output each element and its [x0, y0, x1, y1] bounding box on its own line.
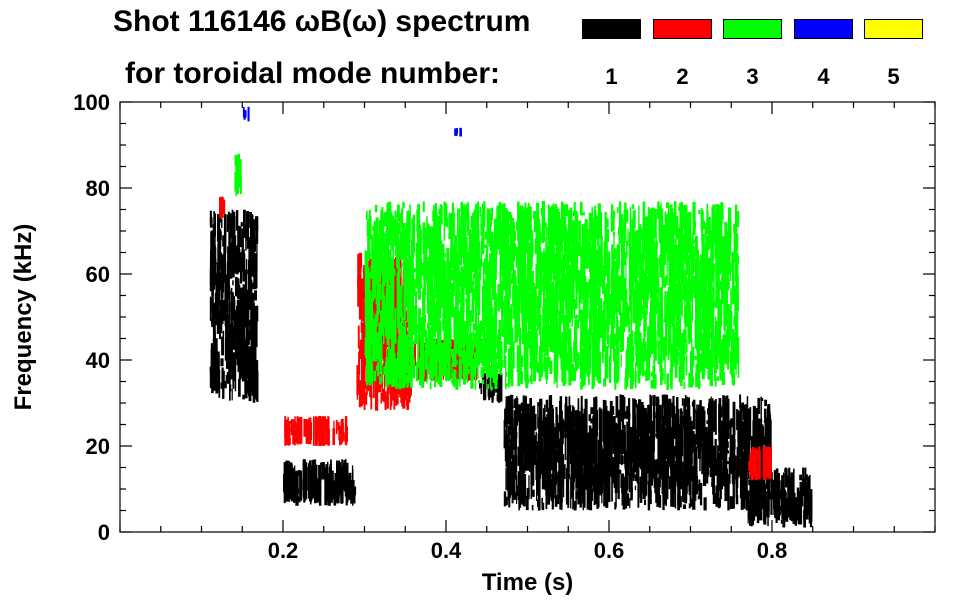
x-axis-title: Time (s)	[482, 569, 574, 596]
mode-4-region-1	[242, 106, 250, 122]
legend-label-mode-1: 1	[605, 64, 618, 89]
x-tick-label: 0.8	[757, 538, 788, 563]
mode-2-region-1	[219, 196, 226, 218]
mode-1-region-5	[747, 467, 813, 528]
y-tick-label: 100	[73, 90, 110, 115]
mode-2-region-5	[748, 446, 772, 481]
legend-swatch-mode-1	[582, 19, 641, 39]
y-tick-label: 60	[86, 262, 110, 287]
y-tick-label: 80	[86, 176, 110, 201]
mode-1-region-2	[283, 459, 357, 506]
mode-4-region-2	[454, 127, 462, 137]
legend-label-mode-2: 2	[676, 64, 689, 89]
mode-1-region-4	[503, 394, 772, 511]
x-tick-label: 0.4	[431, 538, 462, 563]
legend-swatch-mode-3	[723, 19, 782, 39]
legend-label-mode-4: 4	[817, 64, 830, 89]
mode-3-region-1	[234, 153, 242, 197]
mode-2-region-2	[284, 415, 348, 446]
legend-heading: for toroidal mode number:	[125, 57, 500, 90]
legend-swatch-mode-5	[864, 19, 923, 39]
legend-label-mode-5: 5	[887, 64, 900, 89]
chart-title: Shot 116146 ωB(ω) spectrum	[113, 5, 531, 38]
legend-swatch-mode-2	[653, 19, 712, 39]
y-tick-label: 40	[86, 348, 110, 373]
y-tick-label: 0	[98, 520, 110, 545]
legend-swatch-mode-4	[794, 19, 853, 39]
legend-label-mode-3: 3	[746, 64, 759, 89]
x-tick-label: 0.2	[268, 538, 299, 563]
y-axis-title: Frequency (kHz)	[10, 224, 37, 411]
y-tick-label: 20	[86, 434, 110, 459]
mode-3-region-2	[364, 201, 740, 390]
x-tick-label: 0.6	[594, 538, 625, 563]
mode-1-region-1	[209, 209, 259, 403]
